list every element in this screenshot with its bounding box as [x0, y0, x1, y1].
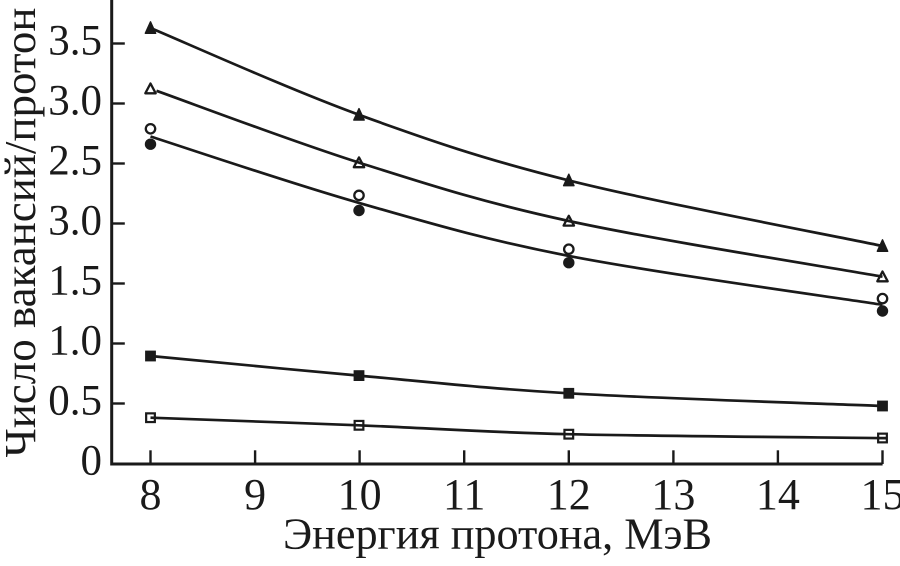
svg-text:Число вакансий/протон: Число вакансий/протон	[0, 7, 45, 457]
svg-text:8: 8	[140, 470, 162, 519]
svg-text:1.0: 1.0	[48, 318, 102, 365]
svg-text:0.5: 0.5	[48, 378, 102, 425]
svg-text:3.5: 3.5	[48, 18, 102, 65]
svg-text:3.0: 3.0	[48, 198, 102, 245]
svg-text:2.5: 2.5	[48, 138, 102, 185]
svg-text:1.5: 1.5	[48, 258, 102, 305]
svg-text:15: 15	[861, 470, 900, 519]
svg-text:9: 9	[244, 470, 266, 519]
svg-text:3.0: 3.0	[48, 78, 102, 125]
svg-text:0: 0	[81, 438, 103, 485]
svg-text:14: 14	[756, 470, 800, 519]
svg-text:Энергия протона, МэВ: Энергия протона, МэВ	[283, 510, 712, 559]
